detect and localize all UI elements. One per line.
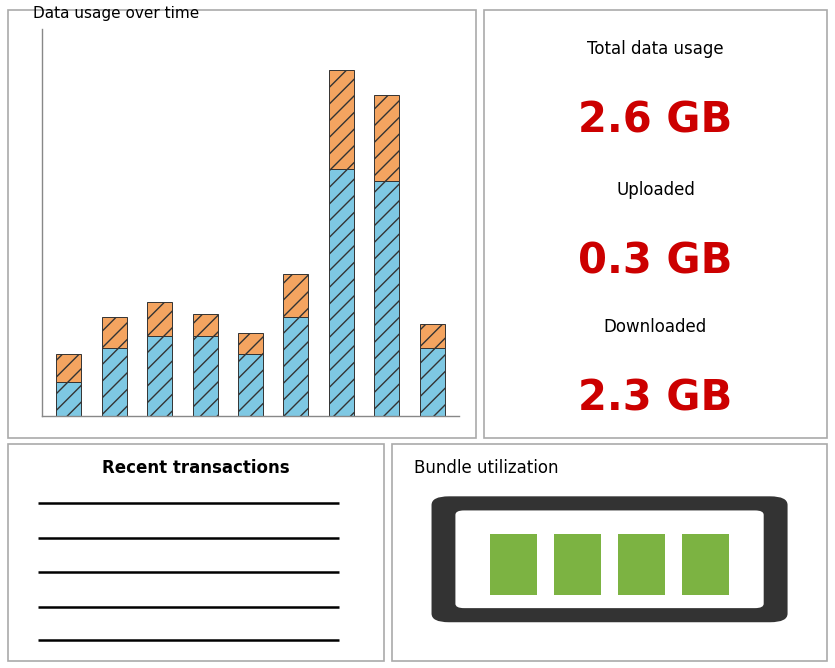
Bar	[619, 534, 665, 595]
Bar	[238, 355, 263, 416]
Bar	[102, 317, 127, 348]
Bar	[147, 336, 172, 416]
Bar	[329, 70, 354, 169]
Bar	[490, 534, 537, 595]
Bar	[419, 348, 444, 416]
Bar	[193, 314, 218, 336]
Text: Bundle utilization: Bundle utilization	[414, 460, 559, 478]
Bar	[238, 333, 263, 355]
FancyBboxPatch shape	[432, 496, 787, 623]
Text: Data usage over time: Data usage over time	[33, 5, 200, 21]
Text: Recent transactions: Recent transactions	[103, 460, 290, 478]
Text: Uploaded: Uploaded	[616, 181, 695, 199]
Text: 0.3 GB: 0.3 GB	[579, 241, 732, 283]
Bar	[554, 534, 600, 595]
Bar	[329, 169, 354, 416]
Bar	[682, 534, 729, 595]
Bar	[147, 302, 172, 336]
Bar	[57, 355, 82, 382]
Bar	[419, 323, 444, 348]
Text: Total data usage: Total data usage	[587, 40, 724, 58]
Bar	[102, 348, 127, 416]
Bar	[283, 274, 308, 317]
Bar	[57, 382, 82, 416]
Bar	[374, 95, 399, 182]
Bar	[374, 182, 399, 416]
Text: Downloaded: Downloaded	[604, 318, 707, 336]
Bar	[283, 317, 308, 416]
Text: 2.6 GB: 2.6 GB	[579, 100, 732, 142]
Text: 2.3 GB: 2.3 GB	[579, 377, 732, 420]
FancyBboxPatch shape	[455, 510, 764, 608]
Bar	[193, 336, 218, 416]
